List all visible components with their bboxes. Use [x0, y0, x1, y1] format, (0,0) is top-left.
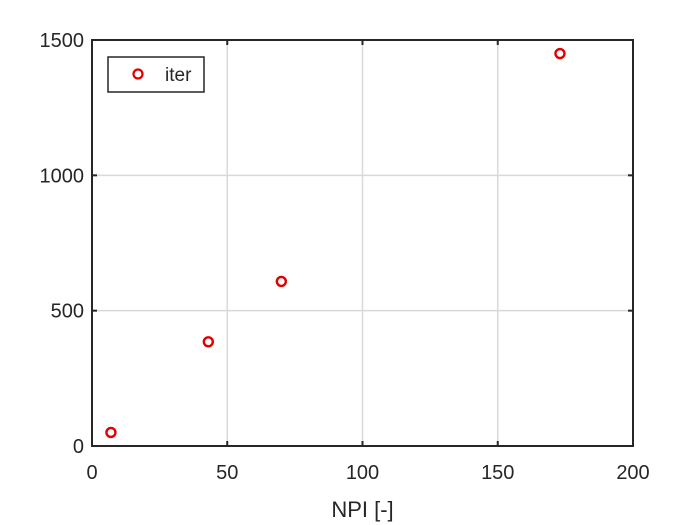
data-point [275, 275, 288, 288]
y-tick-label: 1000 [40, 165, 85, 187]
legend-label: iter [165, 65, 192, 86]
y-tick-label: 500 [51, 301, 84, 323]
legend: iter [107, 56, 205, 93]
y-tick-label: 0 [73, 436, 84, 458]
x-axis-label: NPI [-] [331, 497, 393, 522]
x-tick-label: 0 [86, 462, 97, 484]
x-tick-label: 200 [616, 462, 649, 484]
data-point [105, 426, 117, 439]
legend-marker-icon [132, 68, 144, 80]
legend-box [107, 56, 205, 93]
grid-lines [92, 40, 633, 446]
y-tick-label: 1500 [40, 30, 85, 52]
axes-box [91, 39, 634, 447]
data-points [105, 47, 566, 439]
x-tick-label: 150 [481, 462, 514, 484]
data-point [202, 336, 215, 348]
data-point [554, 47, 566, 60]
x-tick-label: 100 [346, 462, 379, 484]
tick-labels: 0 50 100 150 200 0 500 1000 1500 [40, 30, 650, 484]
x-tick-label: 50 [216, 462, 238, 484]
